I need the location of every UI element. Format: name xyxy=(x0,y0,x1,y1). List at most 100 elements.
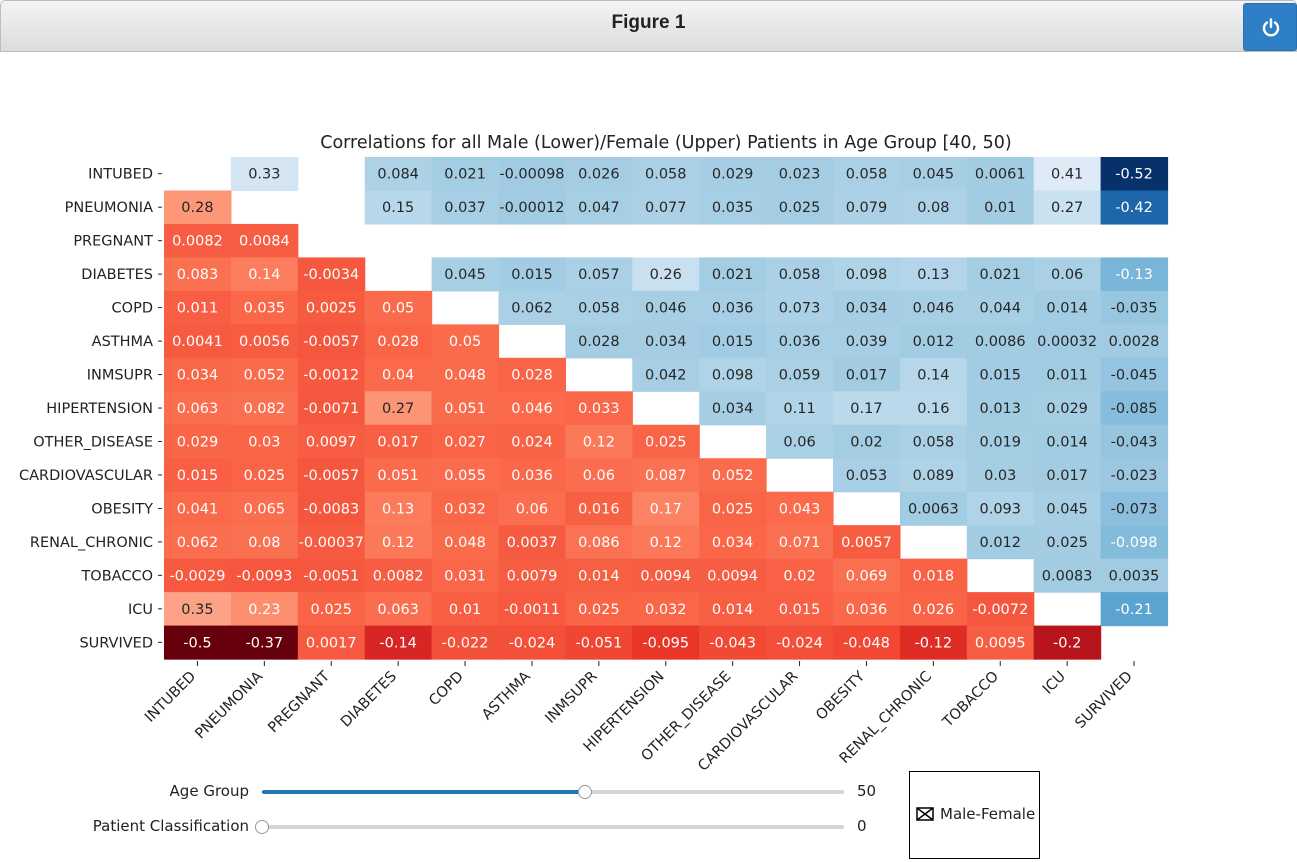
heatmap-cell-label: 0.0035 xyxy=(1109,568,1160,584)
heatmap-cell-label: 0.017 xyxy=(846,368,888,384)
heatmap-cell-label: 0.33 xyxy=(248,167,280,183)
heatmap-cell xyxy=(164,290,232,325)
heatmap-cell xyxy=(1100,491,1169,526)
heatmap-cell xyxy=(230,592,299,627)
heatmap-cell xyxy=(966,190,1035,225)
heatmap-cell xyxy=(899,491,968,526)
heatmap-cell-label: 0.029 xyxy=(1046,401,1088,417)
heatmap-cell-label: 0.13 xyxy=(382,501,414,517)
heatmap-cell xyxy=(833,357,901,392)
heatmap-cell xyxy=(1033,525,1102,560)
heatmap-cell-label: 0.027 xyxy=(444,434,486,450)
heatmap-cell xyxy=(230,257,299,292)
heatmap-cell xyxy=(766,525,834,560)
heatmap-cell-label: 0.028 xyxy=(578,334,620,350)
heatmap-cell xyxy=(364,592,433,627)
heatmap-cell-label: -0.0029 xyxy=(169,568,225,584)
y-tick-label: SURVIVED xyxy=(79,635,153,651)
heatmap-cell xyxy=(431,491,500,526)
heatmap-cell xyxy=(431,391,500,426)
heatmap-cell xyxy=(431,157,500,192)
heatmap-cell-label: 0.023 xyxy=(779,167,821,183)
heatmap-cell-label: 0.025 xyxy=(779,200,821,216)
heatmap-cell-label: -0.00098 xyxy=(499,167,564,183)
age-group-value: 50 xyxy=(857,782,877,800)
heatmap-cell xyxy=(966,357,1035,392)
heatmap-cell xyxy=(1033,458,1102,493)
heatmap-cell-label: 0.089 xyxy=(913,468,955,484)
heatmap-cell-label: -0.095 xyxy=(642,635,689,651)
y-tick-label: ICU xyxy=(128,602,153,618)
heatmap-cell-label: 0.015 xyxy=(177,468,219,484)
heatmap-cell xyxy=(297,357,366,392)
heatmap-cell-label: 0.034 xyxy=(645,334,687,350)
heatmap-cell xyxy=(498,157,566,192)
heatmap-cell-label: 0.06 xyxy=(783,434,815,450)
heatmap-cell-label: 0.073 xyxy=(779,301,821,317)
heatmap-cell xyxy=(1100,257,1169,292)
heatmap-cell-label: 0.058 xyxy=(645,167,687,183)
heatmap-cell-label: -0.0012 xyxy=(303,368,359,384)
heatmap-cell-label: 0.045 xyxy=(1046,501,1088,517)
heatmap-cell-label: -0.0072 xyxy=(972,602,1028,618)
heatmap-cell-label: -0.21 xyxy=(1115,602,1153,618)
checked-box-icon xyxy=(916,807,934,821)
heatmap-cell xyxy=(833,391,901,426)
heatmap-cell-label: 0.046 xyxy=(913,301,955,317)
heatmap-cell-label: 0.025 xyxy=(645,434,687,450)
heatmap-cell-label: 0.04 xyxy=(382,368,414,384)
power-button[interactable] xyxy=(1243,3,1297,51)
heatmap-cell-label: 0.063 xyxy=(377,602,419,618)
heatmap-cell-label: 0.011 xyxy=(1046,368,1088,384)
heatmap-cell-label: 0.0063 xyxy=(908,501,959,517)
heatmap-cell-label: 0.045 xyxy=(444,267,486,283)
heatmap-cell xyxy=(297,525,366,560)
heatmap-cell xyxy=(766,558,834,593)
heatmap-cell xyxy=(565,625,633,660)
heatmap-cell-label: 0.02 xyxy=(850,434,882,450)
heatmap-cell xyxy=(833,558,901,593)
heatmap-cell-label: 0.052 xyxy=(244,368,286,384)
heatmap-cell-label: 0.028 xyxy=(377,334,419,350)
patient-classification-slider[interactable] xyxy=(262,825,844,829)
heatmap-cell-label: 0.025 xyxy=(1046,535,1088,551)
heatmap-cell xyxy=(230,525,299,560)
heatmap-cell xyxy=(899,391,968,426)
patient-classification-slider-handle[interactable] xyxy=(255,820,269,834)
heatmap-cell xyxy=(230,391,299,426)
heatmap-cell-label: 0.0079 xyxy=(507,568,558,584)
heatmap-cell xyxy=(164,324,232,359)
heatmap-cell-label: 0.11 xyxy=(783,401,815,417)
heatmap-cell-label: 0.021 xyxy=(979,267,1021,283)
heatmap-cell-label: 0.083 xyxy=(177,267,219,283)
heatmap-cell-label: 0.044 xyxy=(979,301,1021,317)
heatmap-cell-label: 0.065 xyxy=(244,501,286,517)
heatmap-cell-label: -0.045 xyxy=(1111,368,1158,384)
heatmap-cell xyxy=(632,157,700,192)
heatmap-cell xyxy=(565,391,633,426)
heatmap-cell xyxy=(1033,290,1102,325)
heatmap-cell-label: 0.042 xyxy=(645,368,687,384)
age-group-slider-handle[interactable] xyxy=(578,785,592,799)
x-tick-label: INTUBED xyxy=(142,669,199,726)
male-female-checkbox[interactable]: Male-Female xyxy=(916,805,1035,823)
heatmap-cell-label: 0.23 xyxy=(248,602,280,618)
heatmap-cell xyxy=(431,458,500,493)
heatmap-cell-label: 0.014 xyxy=(1046,434,1088,450)
heatmap-cell xyxy=(498,592,566,627)
heatmap-cell xyxy=(164,525,232,560)
heatmap-cell-label: -0.098 xyxy=(1111,535,1158,551)
heatmap-cell xyxy=(565,424,633,459)
heatmap-cell-label: -0.0071 xyxy=(303,401,359,417)
heatmap-cell xyxy=(833,190,901,225)
check-buttons-panel: Male-Female xyxy=(909,771,1040,859)
heatmap-cell-label: 0.00032 xyxy=(1037,334,1097,350)
heatmap-cell-label: 0.017 xyxy=(1046,468,1088,484)
heatmap-cell-label: -0.0011 xyxy=(504,602,560,618)
heatmap-cell-label: 0.017 xyxy=(377,434,419,450)
age-group-slider[interactable] xyxy=(262,790,844,794)
heatmap-cell xyxy=(230,290,299,325)
heatmap-cell-label: 0.048 xyxy=(444,535,486,551)
x-tick-label: PNEUMONIA xyxy=(192,669,266,743)
heatmap-cell-label: 0.093 xyxy=(979,501,1021,517)
